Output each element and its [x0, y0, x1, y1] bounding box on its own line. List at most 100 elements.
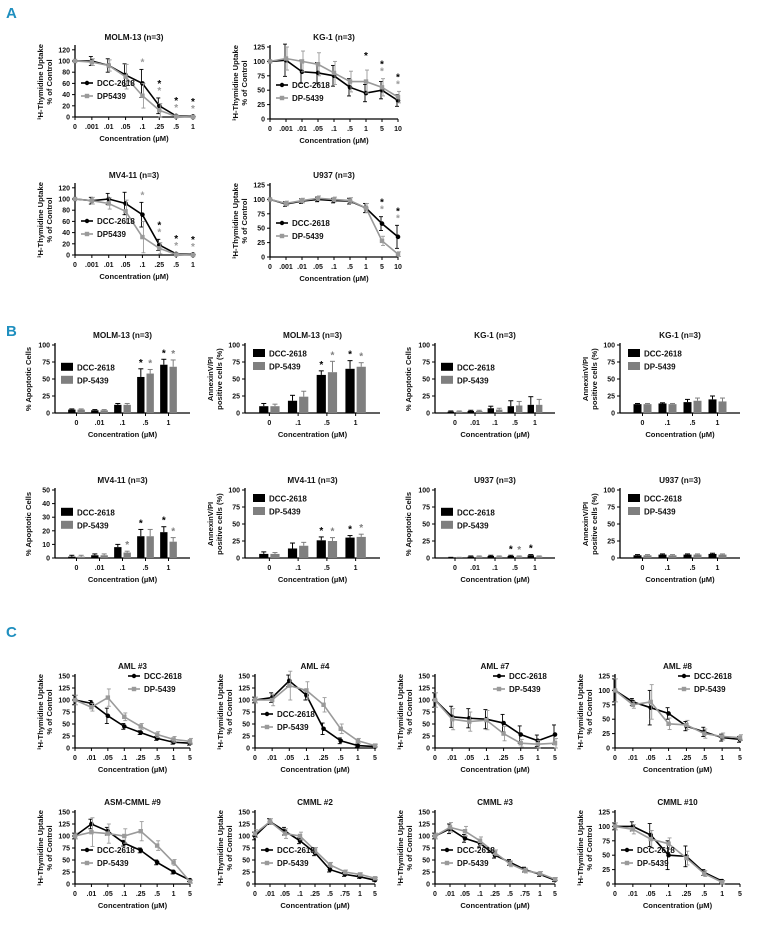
- legend-label: DCC-2618: [292, 81, 330, 90]
- significance-star: *: [359, 523, 363, 534]
- x-tick-label: .1: [140, 124, 146, 131]
- data-point: [630, 827, 636, 832]
- x-tick-label: .01: [87, 891, 97, 898]
- data-point: [138, 730, 144, 735]
- bar: [643, 404, 652, 413]
- x-tick-label: 1: [364, 126, 368, 133]
- x-tick-label: .01: [628, 755, 638, 762]
- data-point: [347, 85, 353, 90]
- x-tick-label: .1: [331, 264, 337, 271]
- data-point: [72, 697, 78, 703]
- x-tick-label: 1: [720, 755, 724, 762]
- y-tick-label: 0: [426, 746, 430, 753]
- chart-c4: AML #8 0 25 50 75 100 125 0 .01 .05 .1 .25 .5 1 5 Conce…: [576, 662, 743, 774]
- data-point: [122, 714, 127, 719]
- x-tick-label: 0: [75, 565, 79, 572]
- y-axis-label: ³H-Thymidine Uptake: [396, 674, 405, 750]
- data-point: [122, 833, 127, 839]
- bar: [507, 555, 514, 558]
- bar: [516, 556, 523, 558]
- x-tick-label: .05: [121, 124, 131, 131]
- legend-swatch: [628, 362, 640, 370]
- x-axis-label: Concentration (µM): [280, 901, 350, 910]
- bar: [536, 556, 543, 558]
- y-axis-label: ³H-Thymidine Uptake: [396, 810, 405, 886]
- data-point: [187, 879, 193, 884]
- significance-star: *: [174, 234, 178, 245]
- data-point: [331, 70, 337, 76]
- legend-swatch: [441, 375, 453, 384]
- data-point: [522, 868, 528, 873]
- significance-star: *: [364, 51, 368, 62]
- x-tick-label: .1: [492, 420, 498, 427]
- significance-star: *: [171, 349, 175, 360]
- y-tick-label: 100: [253, 59, 265, 66]
- chart-c1: AML #3 0 25 50 75 100 125 150 0 .01 .05 .1 .25 .5 1 5 Co…: [36, 662, 193, 774]
- x-tick-label: 5: [380, 126, 384, 133]
- x-tick-label: 0: [433, 891, 437, 898]
- y-tick-label: 0: [611, 556, 615, 563]
- x-tick-label: .01: [297, 264, 307, 271]
- legend-swatch: [61, 520, 73, 529]
- data-point: [154, 860, 160, 865]
- y-tick-label: 100: [58, 59, 70, 66]
- data-point: [123, 201, 128, 206]
- data-point: [432, 833, 438, 839]
- y-tick-label: 120: [58, 185, 70, 192]
- bar: [668, 404, 677, 413]
- y-tick-label: 0: [236, 556, 240, 563]
- x-tick-label: 0: [73, 124, 77, 131]
- data-point: [355, 743, 361, 748]
- series-line: [255, 684, 376, 747]
- y-tick-label: 50: [422, 377, 430, 384]
- legend-label: DCC-2618: [644, 350, 682, 359]
- data-point: [173, 114, 179, 119]
- legend-label: DP-5439: [457, 376, 489, 385]
- legend-label: DCC-2618: [277, 710, 315, 719]
- x-axis-label: Concentration (µM): [99, 134, 169, 143]
- x-tick-label: .5: [347, 264, 353, 271]
- data-point: [719, 734, 725, 739]
- y-tick-label: 40: [42, 501, 50, 508]
- y-tick-label: 50: [422, 722, 430, 729]
- y-tick-label: 40: [62, 92, 70, 99]
- data-point: [379, 85, 385, 90]
- x-tick-label: .25: [136, 755, 146, 762]
- y-tick-label: 150: [418, 810, 430, 817]
- y-axis-label: % of Control: [225, 689, 234, 734]
- y-tick-label: 75: [232, 505, 240, 512]
- series-line: [74, 60, 194, 118]
- series-line: [614, 689, 741, 739]
- y-tick-label: 80: [62, 208, 70, 215]
- bar: [68, 409, 76, 413]
- data-point: [171, 737, 176, 742]
- y-tick-label: 50: [257, 226, 265, 233]
- x-axis-label: Concentration (µM): [460, 765, 530, 774]
- significance-star: *: [157, 220, 161, 231]
- y-tick-label: 150: [238, 810, 250, 817]
- legend-label: DP-5439: [509, 685, 541, 694]
- x-tick-label: 5: [188, 755, 192, 762]
- legend-marker: [681, 673, 687, 679]
- bar: [316, 374, 326, 413]
- bar: [668, 555, 677, 558]
- chart-title: MV4-11 (n=3): [97, 476, 148, 485]
- x-axis-label: Concentration (µM): [460, 901, 530, 910]
- bar: [643, 555, 652, 558]
- significance-star: *: [174, 103, 178, 114]
- y-tick-label: 0: [426, 556, 430, 563]
- x-axis-label: Concentration (µM): [643, 765, 713, 774]
- significance-star: *: [140, 190, 144, 201]
- x-tick-label: .5: [173, 124, 179, 131]
- x-tick-label: .25: [154, 124, 164, 131]
- data-point: [501, 731, 506, 736]
- y-tick-label: 100: [603, 488, 615, 495]
- y-tick-label: 0: [426, 882, 430, 889]
- data-point: [321, 702, 326, 707]
- legend-label: DP-5439: [694, 685, 726, 694]
- x-axis-label: Concentration (µM): [278, 430, 348, 439]
- data-point: [72, 58, 78, 64]
- y-tick-label: 75: [422, 710, 430, 717]
- chart-title: AML #4: [301, 662, 330, 671]
- y-tick-label: 100: [58, 698, 70, 705]
